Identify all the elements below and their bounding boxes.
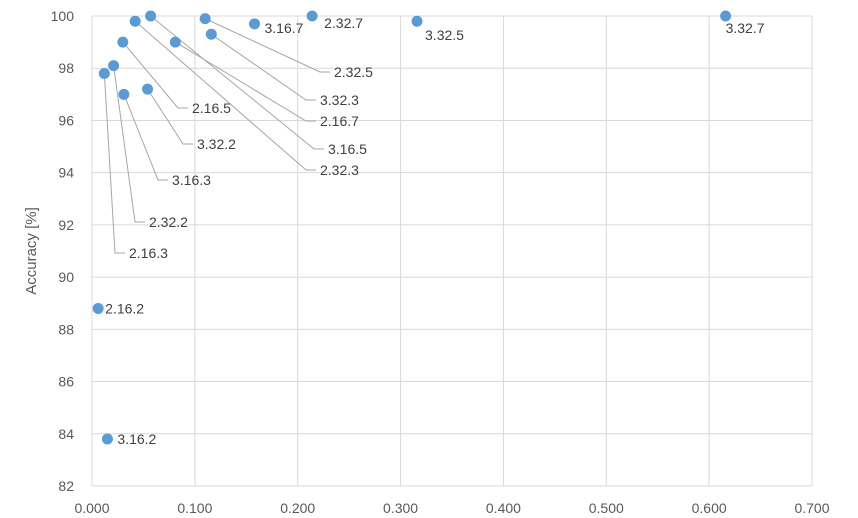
data-point [129, 15, 141, 27]
y-tick-label: 84 [58, 426, 74, 442]
point-label: 3.16.7 [265, 20, 304, 36]
point-label: 2.32.5 [334, 64, 373, 80]
point-label: 2.32.2 [149, 214, 188, 230]
x-tick-label: 0.400 [486, 500, 521, 516]
data-point [108, 60, 120, 72]
data-points [92, 10, 732, 445]
point-label: 3.32.3 [320, 92, 359, 108]
y-tick-label: 90 [58, 269, 74, 285]
leader-line [123, 94, 168, 181]
x-tick-label: 0.600 [692, 500, 727, 516]
y-axis-title: Accuracy [%] [23, 207, 40, 295]
data-point [98, 67, 110, 79]
leader-line [134, 20, 316, 171]
data-point [118, 88, 130, 100]
y-tick-label: 82 [58, 478, 74, 494]
data-point [101, 433, 113, 445]
x-tick-label: 0.500 [589, 500, 624, 516]
point-label: 3.16.3 [172, 172, 211, 188]
leader-line [122, 41, 188, 109]
y-tick-label: 92 [58, 217, 74, 233]
y-tick-label: 96 [58, 112, 74, 128]
x-tick-label: 0.300 [383, 500, 418, 516]
point-label: 3.32.5 [425, 27, 464, 43]
point-label: 2.16.2 [105, 300, 144, 316]
point-label: 2.16.3 [129, 245, 168, 261]
point-label: 3.16.5 [328, 141, 367, 157]
data-point [169, 36, 181, 48]
point-label: 2.32.7 [324, 15, 363, 31]
leader-line [211, 33, 316, 101]
data-point [145, 10, 157, 22]
data-point [205, 28, 217, 40]
y-tick-label: 98 [58, 60, 74, 76]
data-point [720, 10, 732, 22]
data-point [117, 36, 129, 48]
leader-line [175, 41, 316, 122]
data-point [306, 10, 318, 22]
leader-line [113, 65, 145, 223]
data-point [199, 13, 211, 25]
x-tick-label: 0.000 [74, 500, 109, 516]
leader-lines [103, 15, 330, 254]
point-label: 3.32.7 [726, 20, 765, 36]
x-tick-label: 0.200 [280, 500, 315, 516]
point-labels: 2.16.2 3.16.2 2.16.3 2.32.2 3.16.3 2.16.5 3.32… [105, 15, 765, 447]
leader-line [103, 73, 125, 254]
data-point [92, 302, 104, 314]
y-tick-label: 86 [58, 374, 74, 390]
data-point [249, 18, 261, 30]
leader-line [204, 18, 330, 73]
y-tick-label: 94 [58, 165, 74, 181]
gridlines [91, 15, 813, 487]
y-tick-label: 88 [58, 321, 74, 337]
point-label: 3.32.2 [197, 136, 236, 152]
point-label: 2.16.5 [192, 100, 231, 116]
data-point [411, 15, 423, 27]
point-label: 2.32.3 [320, 162, 359, 178]
point-label: 2.16.7 [320, 113, 359, 129]
y-tick-label: 100 [51, 8, 75, 24]
y-axis-ticks: 82 84 86 88 90 92 94 96 98 100 [51, 8, 75, 494]
leader-line [147, 88, 193, 145]
x-axis-ticks: 0.000 0.100 0.200 0.300 0.400 0.500 0.600 0.700 [74, 500, 829, 516]
point-label: 3.16.2 [117, 431, 156, 447]
x-tick-label: 0.700 [794, 500, 829, 516]
data-point [142, 83, 154, 95]
x-tick-label: 0.100 [177, 500, 212, 516]
